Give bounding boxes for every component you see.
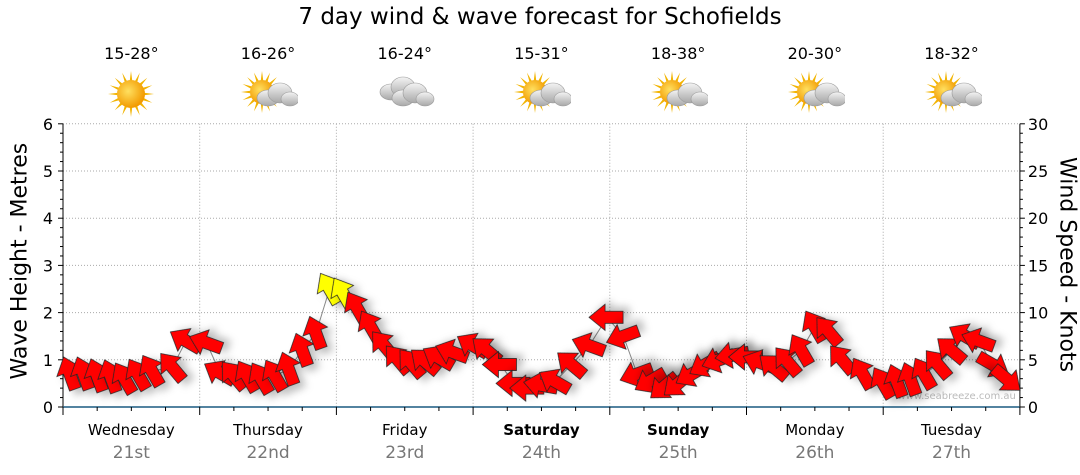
day-label: Saturday: [503, 421, 580, 439]
wind-arrow: [925, 350, 954, 382]
wind-arrow: [399, 349, 428, 381]
y-tick-label-right: 0: [1028, 398, 1038, 417]
weather-partly-cloudy-icon: [924, 71, 982, 113]
day-temp-range: 15-31°: [514, 44, 569, 63]
y-tick-label-left: 1: [43, 351, 53, 370]
weather-partly-cloudy-icon: [651, 71, 709, 113]
wind-arrow: [481, 350, 517, 379]
wind-arrow: [788, 334, 815, 368]
wind-arrow: [961, 327, 997, 354]
wind-arrow: [557, 352, 589, 380]
wind-arrow: [538, 368, 573, 396]
wind-arrow: [989, 363, 1021, 391]
wind-arrow: [571, 332, 607, 359]
wind-arrow: [160, 353, 188, 385]
date-label: 21st: [112, 443, 150, 463]
y-tick-label-left: 6: [43, 115, 53, 134]
y-tick-label-left: 3: [43, 256, 53, 275]
wind-arrow: [139, 354, 166, 389]
y-axis-label-left: Wave Height - Metres: [7, 142, 33, 380]
wind-arrow: [619, 361, 655, 388]
wind-arrow: [302, 315, 329, 351]
wind-arrow: [189, 329, 225, 356]
wind-arrow: [775, 347, 803, 379]
day-label: Sunday: [646, 421, 710, 439]
day-label: Tuesday: [921, 421, 983, 439]
wind-arrow: [588, 303, 624, 332]
y-tick-label-right: 25: [1028, 162, 1048, 181]
date-label: 25th: [658, 443, 698, 463]
watermark: www.seabreeze.com.au: [897, 391, 1015, 402]
y-tick-label-left: 4: [43, 209, 53, 228]
wind-arrow: [288, 332, 315, 368]
y-tick-label-right: 10: [1028, 304, 1048, 323]
weather-sunny-icon: [108, 71, 155, 117]
y-tick-label-right: 20: [1028, 209, 1048, 228]
day-label: Monday: [785, 421, 845, 439]
weather-partly-cloudy-icon: [787, 71, 845, 113]
day-temp-range: 16-24°: [377, 44, 433, 63]
date-label: 26th: [795, 443, 835, 463]
wind-arrow: [495, 369, 531, 398]
day-label: Wednesday: [87, 421, 175, 439]
day-label: Thursday: [233, 421, 303, 439]
wind-arrow: [275, 351, 302, 387]
day-temp-range: 15-28°: [104, 44, 159, 63]
wind-arrow: [937, 338, 969, 366]
date-label: 24th: [521, 443, 561, 463]
y-tick-label-left: 0: [43, 398, 53, 417]
date-label: 22nd: [246, 443, 290, 463]
wind-arrow: [816, 317, 844, 349]
day-temp-range: 20-30°: [787, 44, 843, 63]
y-tick-label-left: 2: [43, 304, 53, 323]
y-tick-label-right: 5: [1028, 351, 1038, 370]
day-temp-range: 18-38°: [650, 44, 706, 63]
y-tick-label-right: 30: [1028, 115, 1048, 134]
chart-title: 7 day wind & wave forecast for Schofield…: [298, 4, 782, 30]
y-axis-label-right: Wind Speed - Knots: [1054, 156, 1080, 373]
day-temp-range: 18-32°: [924, 44, 979, 63]
y-tick-label-right: 15: [1028, 256, 1048, 275]
weather-partly-cloudy-icon: [241, 71, 299, 113]
day-temp-range: 16-26°: [240, 44, 296, 63]
weather-cloudy-icon: [379, 76, 435, 107]
wind-arrow: [410, 349, 442, 378]
date-label: 27th: [932, 443, 972, 463]
y-tick-label-left: 5: [43, 162, 53, 181]
wind-arrow: [605, 323, 642, 350]
date-label: 23rd: [385, 443, 425, 463]
day-label: Friday: [382, 421, 428, 439]
weather-partly-cloudy-icon: [514, 71, 572, 113]
